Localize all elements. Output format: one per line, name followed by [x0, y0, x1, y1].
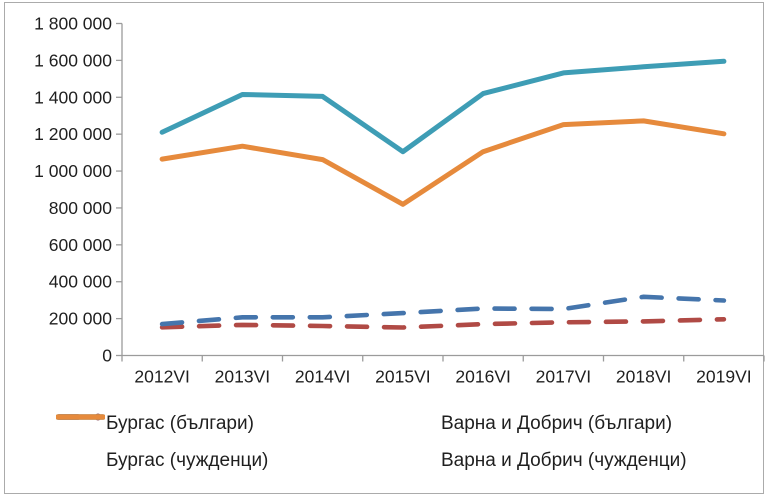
y-tick-label: 1 000 000: [34, 161, 112, 181]
y-tick-label: 1 600 000: [34, 50, 112, 70]
legend-swatch-varna-dobrich-foreigners: [56, 414, 440, 466]
legend-swatch-varna-dobrich-bulgarians: [56, 413, 440, 429]
legend-label: Варна и Добрич (българи): [441, 412, 673, 434]
x-tick-label: 2015VI: [375, 367, 430, 387]
legend-label: Бургас (българи): [106, 412, 254, 434]
legend-item-varna-dobrich-foreigners: Варна и Добрич (чужденци): [56, 414, 758, 473]
legend-label: Бургас (чужденци): [106, 449, 269, 471]
legend-label: Варна и Добрич (чужденци): [441, 449, 687, 471]
x-tick-label: 2017VI: [536, 367, 591, 387]
legend-swatch-burgas-foreigners: [56, 414, 105, 466]
x-tick-label: 2018VI: [616, 367, 671, 387]
x-tick-label: 2014VI: [295, 367, 350, 387]
y-tick-label: 400 000: [49, 272, 113, 292]
chart-border: [4, 2, 764, 494]
series-line: [159, 316, 727, 330]
x-tick-label: 2012VI: [134, 367, 189, 387]
y-tick-label: 1 200 000: [34, 124, 112, 144]
y-tick-label: 800 000: [49, 198, 113, 218]
x-tick-label: 2016VI: [455, 367, 510, 387]
y-tick-label: 600 000: [49, 235, 113, 255]
series-line: [159, 294, 727, 327]
y-tick-label: 0: [102, 346, 112, 366]
y-tick-label: 1 400 000: [34, 87, 112, 107]
chart-legend: Бургас (българи) Варна и Добрич (българи…: [56, 412, 758, 473]
legend-item-burgas-bulgarians: Бургас (българи): [56, 412, 391, 436]
legend-swatch-line: [56, 414, 105, 420]
x-tick-label: 2013VI: [215, 367, 270, 387]
series-line: [159, 118, 727, 207]
y-tick-label: 200 000: [49, 309, 113, 329]
legend-item-burgas-foreigners: Бургас (чужденци): [56, 414, 391, 473]
x-tick-label: 2019VI: [696, 367, 751, 387]
series-line: [159, 58, 727, 155]
y-tick-label: 1 800 000: [34, 14, 112, 34]
legend-item-varna-dobrich-bulgarians: Варна и Добрич (българи): [56, 412, 758, 436]
